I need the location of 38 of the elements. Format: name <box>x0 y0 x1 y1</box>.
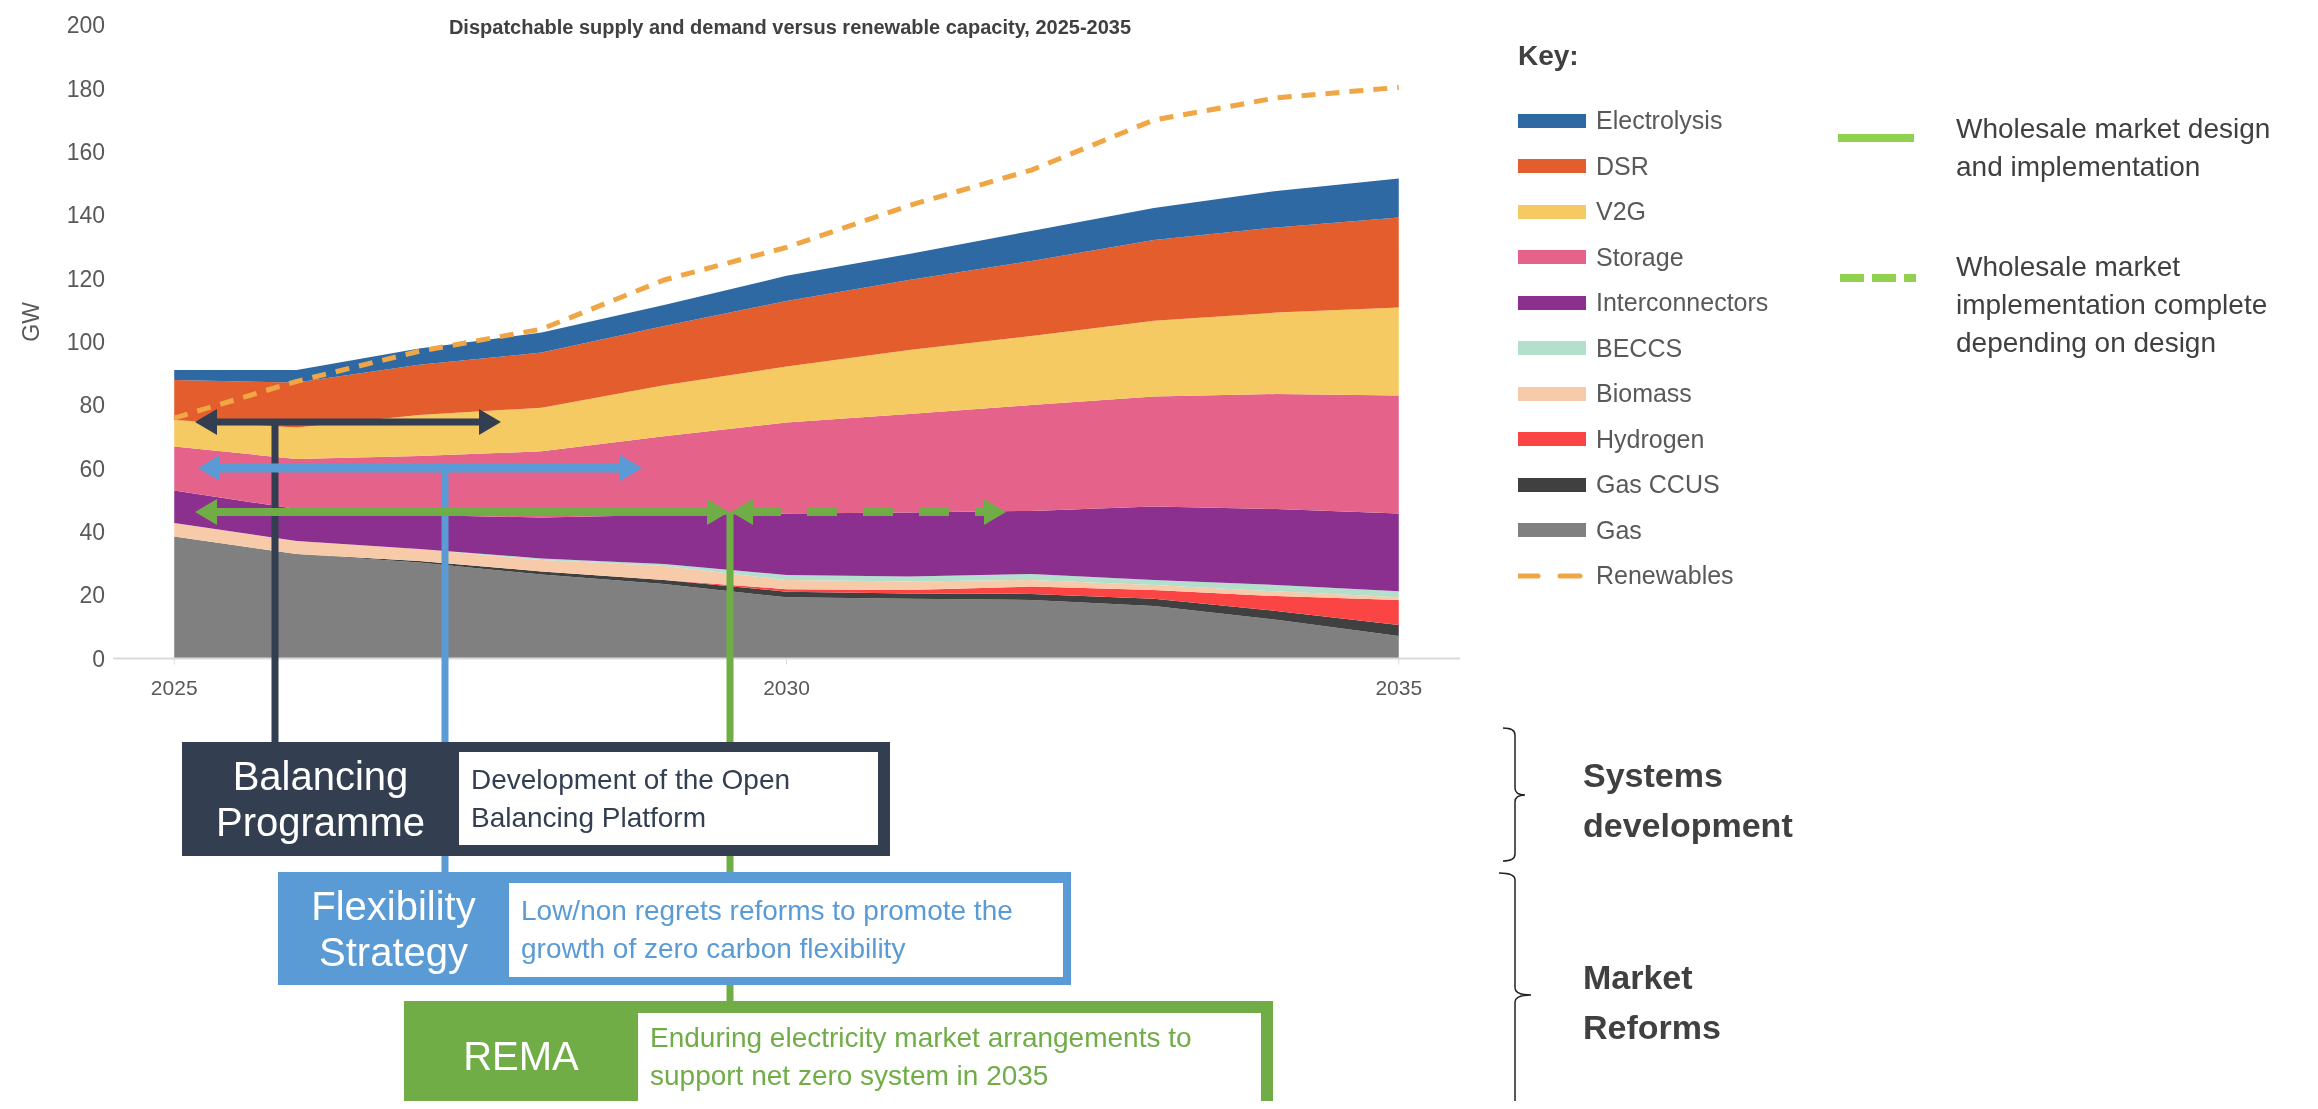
y-axis-title: GW <box>18 301 45 342</box>
legend-label: Biomass <box>1596 379 1692 409</box>
text: Wholesale market implementation complete depending on design <box>1956 250 2269 360</box>
text: Low/non regrets reforms to promote the growth of zero carbon flexibility <box>521 894 1014 966</box>
text: Enduring electricity market arrangements to support net zero system in 2035 <box>650 1021 1193 1093</box>
y-tick-label: 120 <box>66 265 105 292</box>
y-tick-label: 200 <box>66 12 105 39</box>
legend-label: Interconnectors <box>1596 288 1769 318</box>
text: Systems development <box>1583 755 1794 846</box>
legend-label: DSR <box>1596 151 1649 181</box>
legend-label: BECCS <box>1596 333 1683 363</box>
legend-label: Renewables <box>1596 561 1734 591</box>
legend-label: Storage <box>1596 242 1684 272</box>
y-tick-label: 80 <box>79 392 105 419</box>
text: Wholesale market design and implementation <box>1956 112 2272 184</box>
text: Market Reforms <box>1583 957 1722 1048</box>
text: Balancing Programme <box>215 753 426 845</box>
y-tick-label: 140 <box>66 202 105 229</box>
legend-title: Key: <box>1518 40 1580 72</box>
y-tick-label: 100 <box>66 328 105 355</box>
legend-label: Gas <box>1596 515 1642 545</box>
y-tick-label: 60 <box>79 455 105 482</box>
x-tick-label: 2035 <box>1375 676 1423 700</box>
y-tick-label: 180 <box>66 75 105 102</box>
y-tick-label: 160 <box>66 138 105 165</box>
text: Development of the Open Balancing Platform <box>471 762 792 835</box>
x-tick-label: 2030 <box>763 676 810 700</box>
text: REMA <box>463 1033 579 1079</box>
y-tick-label: 40 <box>79 518 105 545</box>
legend-label: Hydrogen <box>1596 424 1705 454</box>
x-tick-label: 2025 <box>150 676 198 700</box>
text: Flexibility Strategy <box>310 882 477 975</box>
chart-title: Dispatchable supply and demand versus renewable capacity, 2025-2035 <box>447 16 1133 39</box>
legend-label: Gas CCUS <box>1596 470 1720 500</box>
legend-label: V2G <box>1596 197 1647 227</box>
y-tick-label: 0 <box>92 645 105 672</box>
legend-label: Electrolysis <box>1596 106 1723 136</box>
y-tick-label: 20 <box>79 582 105 609</box>
